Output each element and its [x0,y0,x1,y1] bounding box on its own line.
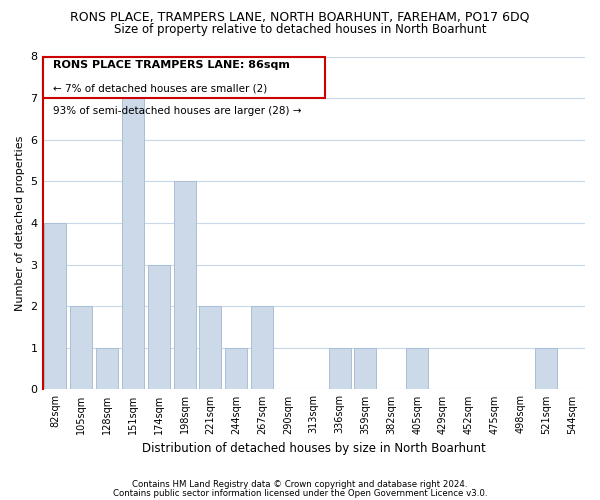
Bar [96,348,118,390]
Text: ← 7% of detached houses are smaller (2): ← 7% of detached houses are smaller (2) [53,83,268,93]
Bar [225,348,247,390]
Bar [406,348,428,390]
Bar [535,348,557,390]
Bar [329,348,350,390]
X-axis label: Distribution of detached houses by size in North Boarhunt: Distribution of detached houses by size … [142,442,485,455]
Bar [173,182,196,390]
Text: Contains HM Land Registry data © Crown copyright and database right 2024.: Contains HM Land Registry data © Crown c… [132,480,468,489]
Y-axis label: Number of detached properties: Number of detached properties [15,136,25,310]
FancyBboxPatch shape [43,56,325,98]
Bar [251,306,273,390]
Text: Contains public sector information licensed under the Open Government Licence v3: Contains public sector information licen… [113,490,487,498]
Bar [122,98,144,390]
Bar [199,306,221,390]
Text: RONS PLACE TRAMPERS LANE: 86sqm: RONS PLACE TRAMPERS LANE: 86sqm [53,60,290,70]
Bar [148,264,170,390]
Text: RONS PLACE, TRAMPERS LANE, NORTH BOARHUNT, FAREHAM, PO17 6DQ: RONS PLACE, TRAMPERS LANE, NORTH BOARHUN… [70,10,530,23]
Text: Size of property relative to detached houses in North Boarhunt: Size of property relative to detached ho… [114,22,486,36]
Bar [44,223,67,390]
Bar [355,348,376,390]
Text: 93% of semi-detached houses are larger (28) →: 93% of semi-detached houses are larger (… [53,106,302,117]
Bar [70,306,92,390]
